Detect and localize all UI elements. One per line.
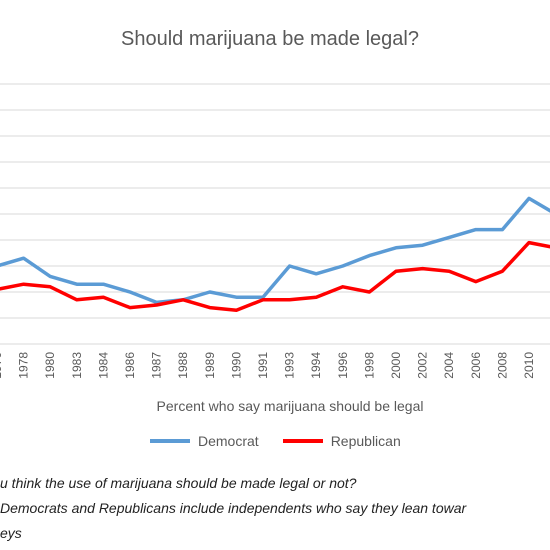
x-tick-label: 2000 — [389, 352, 403, 379]
x-tick-label: 1986 — [123, 352, 137, 379]
x-tick-label: 1983 — [70, 352, 84, 379]
x-tick-label: 1980 — [43, 352, 57, 379]
x-tick-labels: 1976 1978 1980 1983 1984 1986 1987 1988 1989 1990… — [0, 352, 550, 379]
x-tick-label: 2002 — [416, 352, 430, 379]
x-tick-label: 2008 — [495, 352, 509, 379]
footnote-definition: Democrats and Republicans include indepe… — [0, 500, 467, 516]
x-tick-label: 1976 — [0, 352, 4, 379]
legend-label-republican: Republican — [330, 433, 401, 449]
legend-label-democrat: Democrat — [198, 433, 259, 449]
x-tick-label: 2012 — [549, 352, 550, 379]
legend: Democrat Republican — [150, 433, 425, 449]
legend-item-republican: Republican — [282, 433, 401, 449]
gridlines — [0, 83, 550, 345]
x-tick-label: 1978 — [17, 352, 31, 379]
legend-swatch-republican — [282, 439, 323, 443]
x-tick-label: 1991 — [256, 352, 270, 379]
series-line-republican — [0, 240, 550, 312]
series-lines — [0, 196, 550, 312]
x-tick-label: 1993 — [283, 352, 297, 379]
series-line-democrat — [0, 196, 550, 305]
x-tick-label: 1988 — [176, 352, 190, 379]
x-axis-label: Percent who say marijuana should be lega… — [156, 398, 424, 414]
x-tick-label: 1987 — [150, 352, 164, 379]
footnotes: u think the use of marijuana should be m… — [0, 473, 466, 548]
footnote-source: eys — [0, 525, 22, 541]
x-tick-label: 1998 — [362, 352, 376, 379]
x-tick-label: 1989 — [203, 352, 217, 379]
x-tick-label: 1984 — [96, 352, 110, 379]
x-tick-label: 1990 — [229, 352, 243, 379]
chart-title: Should marijuana be made legal? — [121, 28, 419, 50]
legend-item-democrat: Democrat — [150, 433, 259, 449]
x-tick-label: 1996 — [336, 352, 350, 379]
x-tick-label: 2006 — [469, 352, 483, 379]
x-tick-label: 1994 — [309, 352, 323, 379]
footnote-question: u think the use of marijuana should be m… — [0, 475, 357, 491]
x-tick-label: 2004 — [442, 352, 456, 379]
x-tick-label: 2010 — [522, 352, 536, 379]
legend-swatch-democrat — [150, 439, 190, 443]
